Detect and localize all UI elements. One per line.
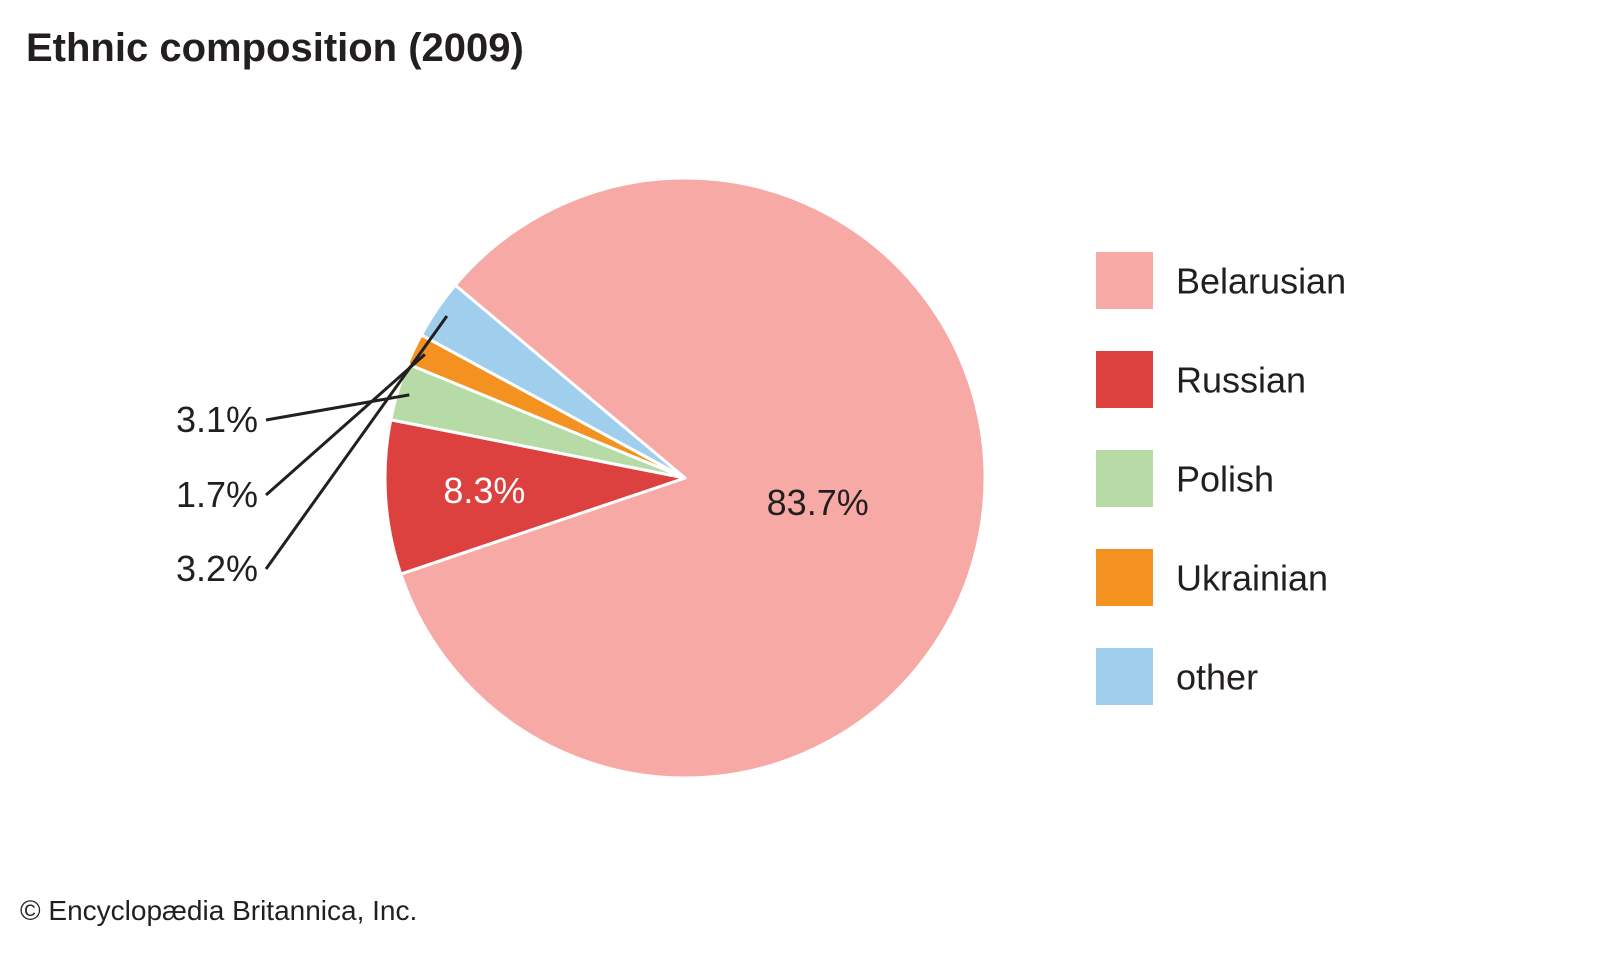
slice-label-polish: 3.1% <box>176 399 258 440</box>
legend-swatch-polish <box>1096 450 1153 507</box>
legend-label-ukrainian: Ukrainian <box>1176 558 1328 599</box>
leader-line-polish <box>265 393 410 422</box>
leader-line-other <box>264 315 449 570</box>
slice-label-russian: 8.3% <box>443 470 525 511</box>
legend-label-polish: Polish <box>1176 459 1274 500</box>
legend-label-russian: Russian <box>1176 360 1306 401</box>
slice-label-ukrainian: 1.7% <box>176 474 258 515</box>
chart-title: Ethnic composition (2009) <box>26 26 524 70</box>
legend-swatch-russian <box>1096 351 1153 408</box>
slice-label-other: 3.2% <box>176 548 258 589</box>
slice-russian <box>383 418 687 576</box>
pie-slices <box>383 176 987 780</box>
legend-label-other: other <box>1176 657 1258 698</box>
legend-swatch-other <box>1096 648 1153 705</box>
pie-labels: 83.7% 8.3% 3.1% 1.7% 3.2% <box>176 315 869 589</box>
legend: Belarusian Russian Polish Ukrainian other <box>1096 252 1346 705</box>
copyright-credit: © Encyclopædia Britannica, Inc. <box>20 895 418 926</box>
slice-belarusian <box>399 176 987 780</box>
legend-swatch-ukrainian <box>1096 549 1153 606</box>
slice-label-belarusian: 83.7% <box>767 482 869 523</box>
slice-other <box>419 283 687 480</box>
legend-label-belarusian: Belarusian <box>1176 261 1346 302</box>
leader-line-ukrainian <box>265 353 426 497</box>
legend-swatch-belarusian <box>1096 252 1153 309</box>
